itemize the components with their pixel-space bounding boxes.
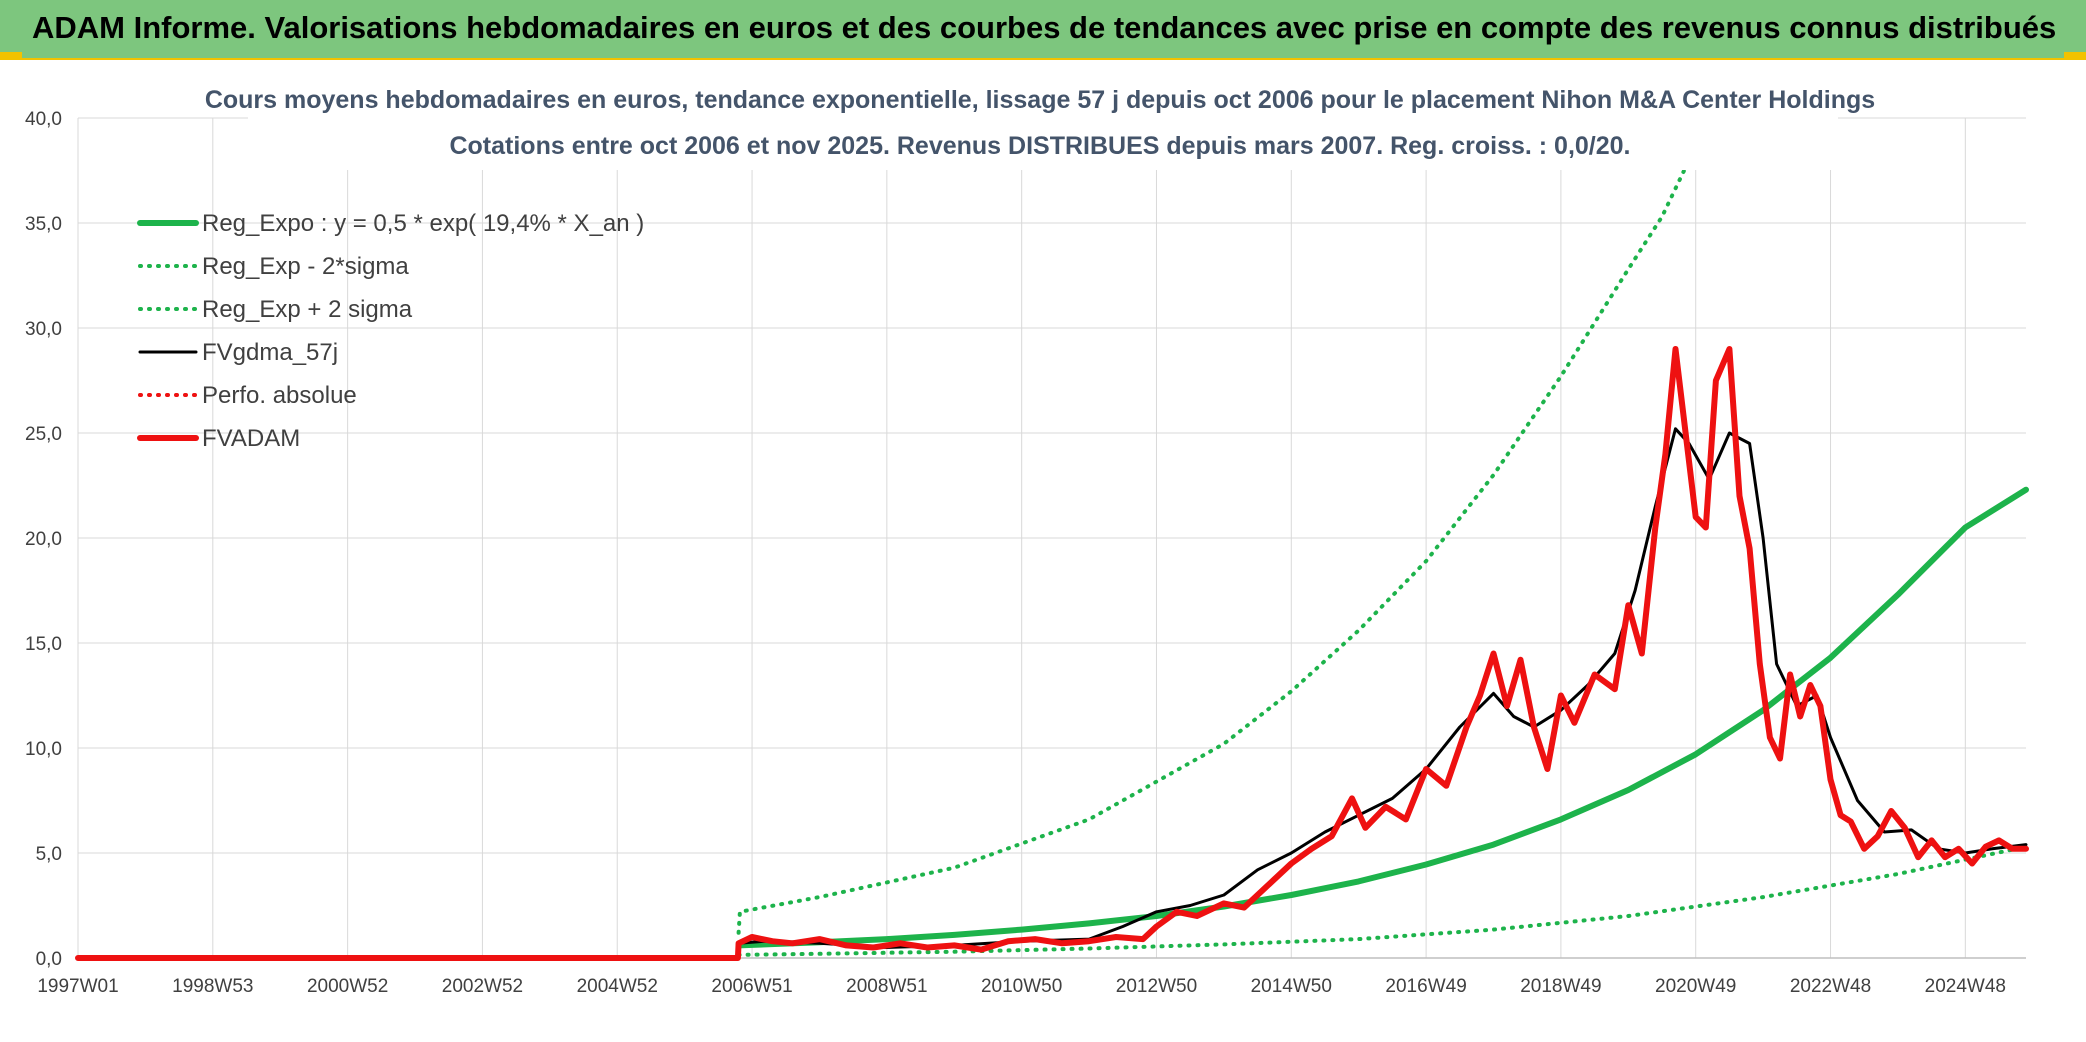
legend-label-1: Reg_Exp - 2*sigma: [202, 253, 409, 280]
line-chart: 0,0 5,0 10,0 15,0 20,0 25,0 30,0 35,0 40,0 1997W0…: [25, 60, 2029, 997]
legend-label-0: Reg_Expo : y = 0,5 * exp( 19,4% * X_an ): [202, 210, 644, 237]
x-tick-label: 2000W52: [307, 976, 388, 997]
y-tick-label: 25,0: [25, 424, 62, 445]
y-tick-label: 40,0: [25, 109, 62, 130]
x-tick-label: 2010W50: [981, 976, 1062, 997]
y-tick-label: 30,0: [25, 319, 62, 340]
left-accent: [0, 52, 22, 60]
x-tick-label: 2002W52: [442, 976, 523, 997]
x-tick-label: 2004W52: [577, 976, 658, 997]
y-tick-label: 35,0: [25, 214, 62, 235]
x-tick-label: 2014W50: [1251, 976, 1332, 997]
y-tick-label: 15,0: [25, 634, 62, 655]
legend-label-4: Perfo. absolue: [202, 382, 357, 409]
y-tick-label: 5,0: [36, 844, 62, 865]
y-tick-label: 10,0: [25, 739, 62, 760]
legend-label-3: FVgdma_57j: [202, 339, 338, 366]
series-line-5: [75, 346, 2029, 961]
series: [75, 116, 2029, 961]
report-title: ADAM Informe. Valorisations hebdomadaire…: [32, 10, 2057, 45]
report-banner: ADAM Informe. Valorisations hebdomadaire…: [0, 0, 2086, 60]
y-tick-label: 0,0: [36, 949, 62, 970]
series-line-1: [736, 844, 2028, 957]
x-tick-label: 2024W48: [1925, 976, 2006, 997]
x-tick-label: 2008W51: [846, 976, 927, 997]
grid: [77, 117, 2026, 959]
series-line-0: [735, 486, 2029, 949]
x-tick-label: 2006W51: [711, 976, 792, 997]
title-backdrop: [248, 60, 1838, 170]
x-tick-label: 1997W01: [37, 976, 118, 997]
legend: Reg_Expo : y = 0,5 * exp( 19,4% * X_an )…: [137, 210, 644, 452]
legend-label-5: FVADAM: [202, 425, 300, 452]
x-tick-label: 1998W53: [172, 976, 253, 997]
axes: 0,0 5,0 10,0 15,0 20,0 25,0 30,0 35,0 40,0 1997W0…: [25, 109, 2026, 997]
series-line-2: [736, 116, 1712, 935]
chart-title: Cours moyens hebdomadaires en euros, ten…: [205, 86, 1875, 114]
x-tick-label: 2012W50: [1116, 976, 1197, 997]
series-line-3: [76, 427, 2028, 960]
right-accent: [2064, 52, 2086, 60]
x-tick-label: 2020W49: [1655, 976, 1736, 997]
chart-area: 0,0 5,0 10,0 15,0 20,0 25,0 30,0 35,0 40,0 1997W0…: [0, 60, 2086, 1037]
x-tick-label: 2018W49: [1520, 976, 1601, 997]
x-tick-label: 2016W49: [1385, 976, 1466, 997]
legend-label-2: Reg_Exp + 2 sigma: [202, 296, 413, 323]
y-tick-label: 20,0: [25, 529, 62, 550]
x-tick-label: 2022W48: [1790, 976, 1871, 997]
chart-subtitle: Cotations entre oct 2006 et nov 2025. Re…: [449, 132, 1630, 160]
